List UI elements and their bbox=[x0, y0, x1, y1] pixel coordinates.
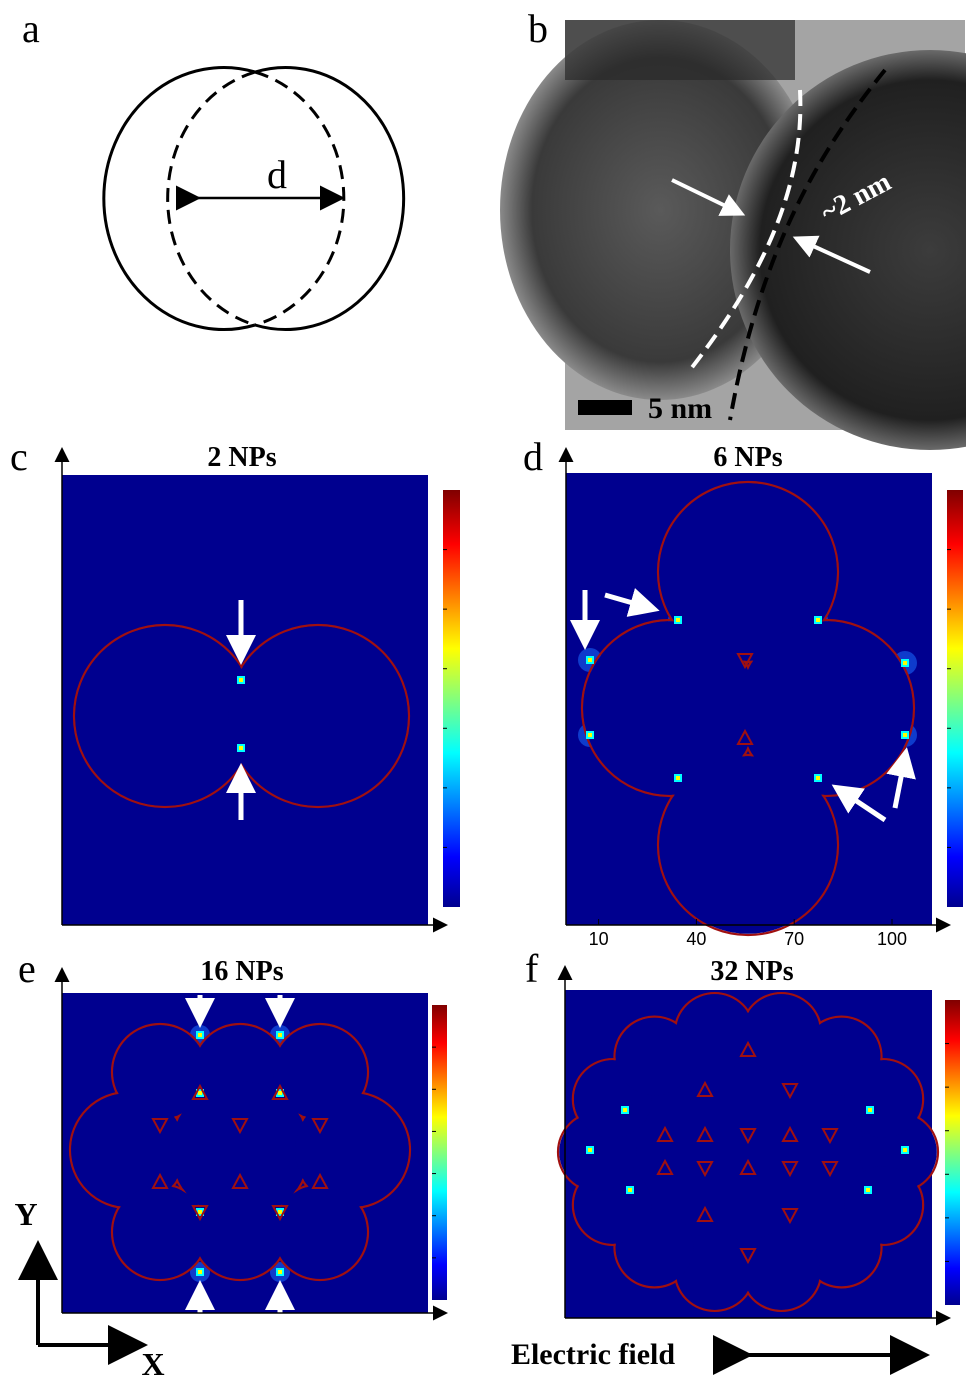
hot-spot bbox=[278, 1210, 282, 1214]
hot-spot bbox=[903, 661, 907, 665]
x-tick-label: 100 bbox=[877, 929, 907, 949]
panel-title: 32 NPs bbox=[710, 956, 793, 987]
field-map bbox=[62, 475, 460, 925]
hot-spot bbox=[588, 658, 592, 662]
hot-spot bbox=[588, 1148, 592, 1152]
hot-spot bbox=[903, 1148, 907, 1152]
axis-label-x: X bbox=[141, 1346, 164, 1380]
axis-label-y: Y bbox=[14, 1196, 37, 1232]
panel-title: 16 NPs bbox=[200, 956, 283, 987]
colorbar bbox=[945, 1000, 960, 1305]
hot-spot bbox=[278, 1091, 282, 1095]
scale-bar-label: 5 nm bbox=[648, 392, 712, 425]
panel-label: f bbox=[525, 946, 539, 991]
figure: a d b ~2 nm 5 nm c 2 NPs d 6 NPs e 16 NP… bbox=[0, 0, 966, 1380]
colorbar bbox=[947, 490, 963, 907]
hot-spot bbox=[868, 1108, 872, 1112]
hot-spot bbox=[198, 1270, 202, 1274]
hot-spot bbox=[198, 1033, 202, 1037]
hot-spot bbox=[198, 1210, 202, 1214]
hot-spot bbox=[198, 1091, 202, 1095]
hot-spot bbox=[676, 618, 680, 622]
particle-fill bbox=[273, 1185, 367, 1279]
tem-image bbox=[500, 20, 966, 450]
panel-title: 2 NPs bbox=[207, 442, 276, 473]
x-tick-label: 40 bbox=[686, 929, 706, 949]
hot-spot bbox=[239, 746, 243, 750]
x-tick-label: 10 bbox=[589, 929, 609, 949]
field-map bbox=[558, 990, 960, 1318]
hot-spot bbox=[816, 776, 820, 780]
panel-label: d bbox=[523, 434, 543, 479]
field-map bbox=[566, 473, 963, 935]
hot-spot bbox=[278, 1270, 282, 1274]
hot-spot bbox=[903, 733, 907, 737]
particle-fill bbox=[75, 626, 255, 806]
particle-fill bbox=[193, 1185, 287, 1279]
field-label: Electric field bbox=[511, 1338, 675, 1371]
colorbar bbox=[443, 490, 460, 907]
hot-spot bbox=[239, 678, 243, 682]
particle-fill bbox=[743, 1232, 821, 1310]
panel-label: e bbox=[18, 946, 36, 991]
hot-spot bbox=[588, 733, 592, 737]
hot-spot bbox=[628, 1188, 632, 1192]
hot-spot bbox=[278, 1033, 282, 1037]
hot-spot bbox=[623, 1108, 627, 1112]
panel-title: 6 NPs bbox=[713, 442, 782, 473]
hot-spot bbox=[866, 1188, 870, 1192]
particle-fill bbox=[676, 994, 754, 1072]
dimension-label: d bbox=[267, 152, 287, 197]
particle-fill bbox=[659, 756, 837, 934]
x-tick-label: 70 bbox=[784, 929, 804, 949]
particle-fill bbox=[844, 1060, 922, 1138]
particle-fill bbox=[113, 1185, 207, 1279]
panel-label: a bbox=[22, 6, 40, 51]
panel-label: c bbox=[10, 434, 28, 479]
colorbar bbox=[432, 1005, 447, 1300]
field-map bbox=[62, 993, 447, 1313]
hot-spot bbox=[816, 618, 820, 622]
particle-fill bbox=[228, 626, 408, 806]
hot-spot bbox=[676, 776, 680, 780]
panel-label: b bbox=[528, 6, 548, 51]
